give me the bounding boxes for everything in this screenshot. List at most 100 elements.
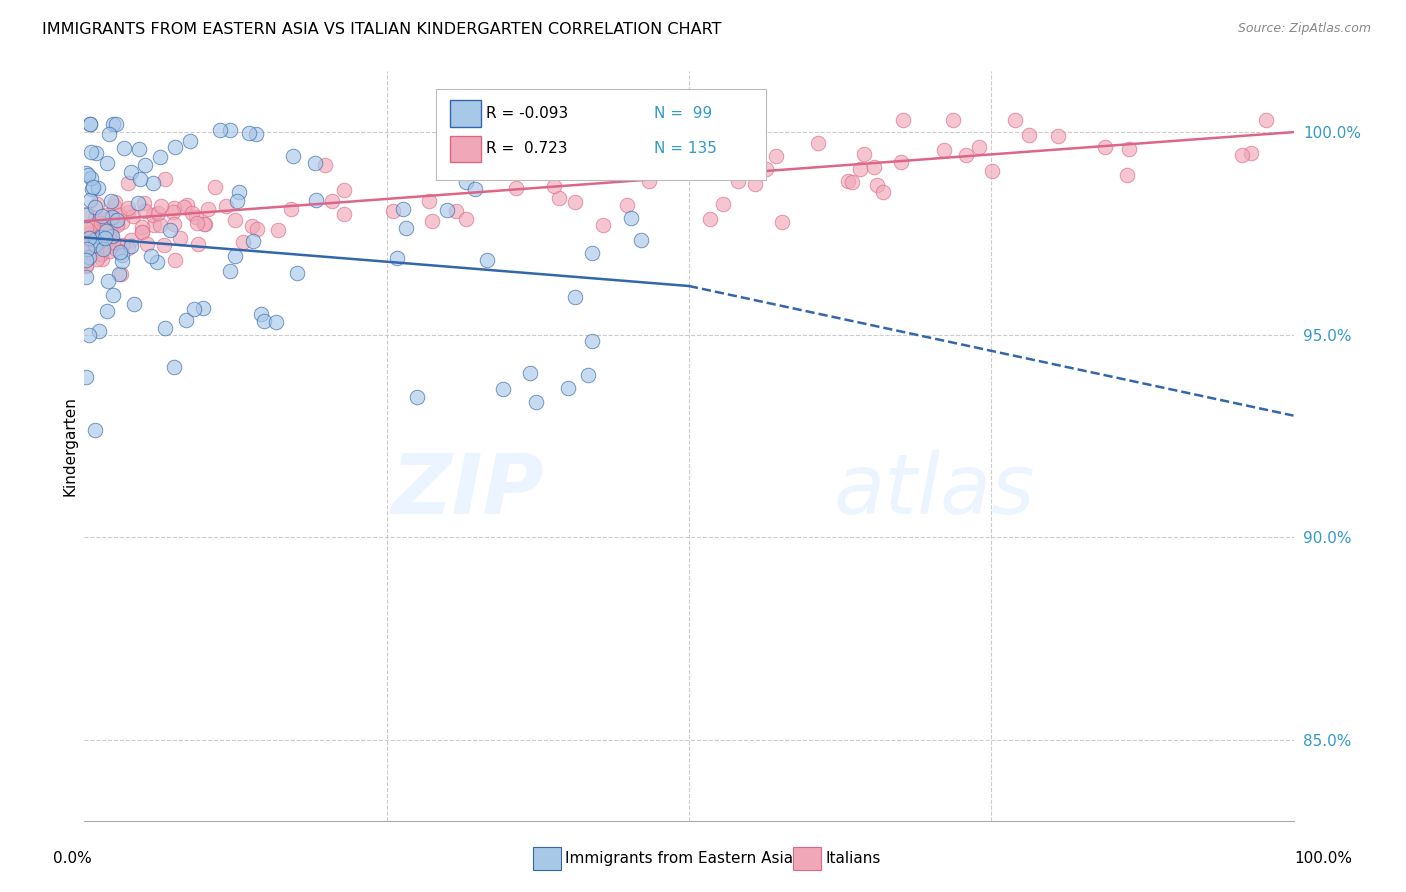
Point bbox=[281, 149, 304, 163]
Point bbox=[87, 181, 110, 195]
Point bbox=[101, 288, 124, 302]
Point bbox=[562, 117, 585, 131]
Point bbox=[101, 228, 124, 243]
Point bbox=[77, 238, 100, 252]
Point bbox=[75, 207, 97, 221]
Point bbox=[981, 163, 1004, 178]
Point bbox=[837, 174, 859, 188]
Point bbox=[80, 170, 103, 185]
Point bbox=[90, 230, 112, 244]
Point bbox=[134, 195, 156, 210]
Point bbox=[75, 220, 97, 235]
Point bbox=[246, 222, 269, 236]
Point bbox=[100, 227, 122, 241]
Point bbox=[128, 172, 150, 186]
Text: R = -0.093: R = -0.093 bbox=[486, 106, 568, 120]
Point bbox=[841, 176, 863, 190]
Point bbox=[224, 249, 246, 263]
Point bbox=[267, 223, 290, 237]
Point bbox=[225, 194, 247, 208]
Point bbox=[581, 334, 603, 349]
Text: Immigrants from Eastern Asia: Immigrants from Eastern Asia bbox=[565, 851, 793, 865]
Point bbox=[734, 138, 756, 153]
Point bbox=[87, 324, 110, 338]
Point bbox=[80, 182, 103, 196]
Point bbox=[576, 368, 599, 383]
Point bbox=[581, 245, 603, 260]
Point bbox=[87, 229, 110, 244]
Point bbox=[91, 238, 114, 252]
Point bbox=[128, 142, 150, 156]
Point bbox=[127, 196, 149, 211]
Point bbox=[179, 134, 201, 148]
Point bbox=[112, 141, 135, 155]
Point bbox=[305, 193, 328, 207]
Point bbox=[163, 217, 186, 231]
Text: 0.0%: 0.0% bbox=[53, 851, 93, 865]
Point bbox=[79, 117, 101, 131]
Point bbox=[79, 117, 101, 131]
Point bbox=[79, 328, 101, 343]
Point bbox=[1118, 142, 1140, 156]
Point bbox=[603, 150, 626, 164]
Point bbox=[90, 221, 112, 235]
Point bbox=[117, 204, 139, 219]
Point bbox=[79, 193, 101, 207]
Point bbox=[242, 234, 264, 248]
Point bbox=[392, 202, 415, 216]
Point bbox=[108, 208, 131, 222]
Point bbox=[165, 140, 187, 154]
Point bbox=[131, 219, 153, 234]
Point bbox=[934, 143, 956, 157]
Point bbox=[103, 199, 125, 213]
Point bbox=[101, 210, 124, 224]
Point bbox=[193, 217, 215, 231]
Point bbox=[75, 270, 97, 285]
Point bbox=[110, 267, 132, 281]
Point bbox=[176, 198, 198, 212]
Point bbox=[159, 222, 181, 236]
Point bbox=[120, 165, 142, 179]
Point bbox=[406, 390, 429, 404]
Point bbox=[1094, 140, 1116, 154]
Point bbox=[77, 230, 100, 244]
Point bbox=[82, 230, 104, 244]
Point bbox=[174, 313, 197, 327]
Point bbox=[104, 242, 127, 256]
Point bbox=[101, 117, 124, 131]
Point bbox=[91, 252, 114, 267]
Point bbox=[75, 244, 97, 259]
Point bbox=[163, 201, 186, 215]
Text: ZIP: ZIP bbox=[391, 450, 544, 532]
Point bbox=[131, 225, 153, 239]
Point bbox=[77, 226, 100, 240]
Point bbox=[110, 248, 132, 262]
Point bbox=[418, 194, 440, 208]
Point bbox=[91, 242, 114, 256]
Point bbox=[120, 234, 142, 248]
Point bbox=[83, 238, 105, 252]
Point bbox=[381, 204, 404, 219]
Text: N =  99: N = 99 bbox=[654, 106, 711, 120]
Point bbox=[75, 252, 97, 267]
Point bbox=[93, 208, 115, 222]
Point bbox=[96, 156, 118, 170]
Point bbox=[98, 244, 121, 259]
Point bbox=[80, 230, 103, 244]
Point bbox=[86, 238, 108, 252]
Point bbox=[727, 174, 749, 188]
Point bbox=[75, 259, 97, 273]
Point bbox=[454, 175, 477, 189]
Point bbox=[180, 206, 202, 220]
Point bbox=[120, 239, 142, 253]
Point bbox=[285, 266, 308, 280]
Point bbox=[101, 235, 124, 250]
Point bbox=[117, 201, 139, 215]
Point bbox=[219, 123, 242, 137]
Point bbox=[333, 183, 356, 197]
Point bbox=[163, 359, 186, 374]
Point bbox=[631, 152, 654, 166]
Point bbox=[146, 255, 169, 269]
Point bbox=[142, 177, 165, 191]
Y-axis label: Kindergarten: Kindergarten bbox=[62, 396, 77, 496]
